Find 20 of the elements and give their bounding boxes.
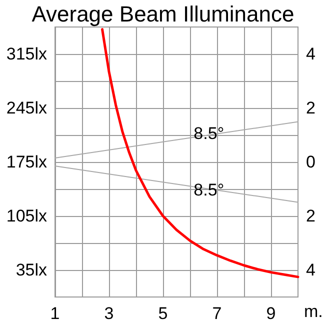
y2-tick-label: 2 — [306, 98, 316, 118]
line-series — [101, 28, 300, 278]
y2-tick-label: 2 — [306, 206, 316, 226]
x-tick-label: 3 — [104, 304, 114, 323]
x-tick-label: 5 — [158, 304, 168, 323]
y2-tick-label: 4 — [306, 260, 316, 280]
x-axis-title: m. — [304, 302, 323, 321]
y-tick-label: 105lx — [6, 206, 48, 226]
x-tick-label: 1 — [50, 304, 60, 323]
x-tick-label: 7 — [212, 304, 222, 323]
x-tick-label: 9 — [266, 304, 276, 323]
annotation: 8.5° — [194, 124, 224, 143]
y2-tick-label: 4 — [306, 44, 316, 64]
y-tick-label: 315lx — [6, 44, 48, 64]
chart-title: Average Beam Illuminance — [32, 2, 294, 26]
y-tick-label: 245lx — [6, 98, 48, 118]
y-tick-label: 175lx — [6, 152, 48, 172]
y2-tick-label: 0 — [306, 152, 316, 172]
annotation: 8.5° — [194, 180, 224, 200]
y-tick-label: 35lx — [16, 260, 48, 280]
